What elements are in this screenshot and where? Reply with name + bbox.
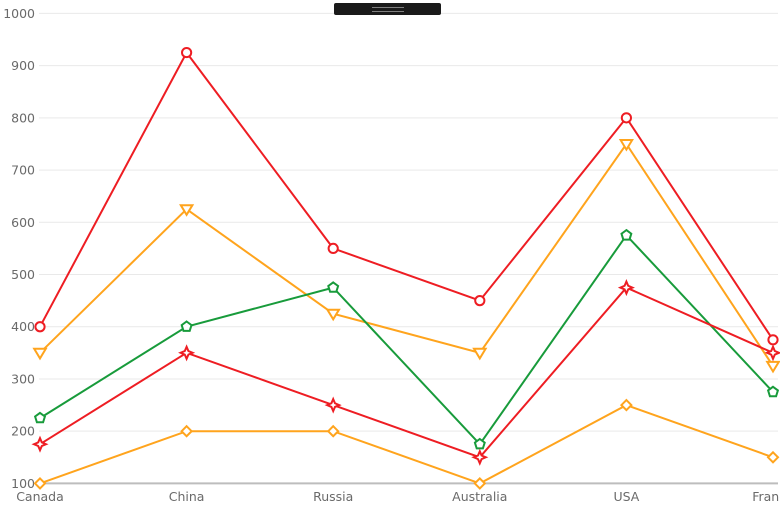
- data-point-triangle-down[interactable]: [472, 347, 488, 361]
- y-tick-label: 400: [11, 319, 35, 334]
- data-point-circle[interactable]: [474, 295, 486, 307]
- data-point-pentagon[interactable]: [180, 320, 193, 332]
- data-point-circle[interactable]: [181, 46, 193, 59]
- data-point-circle[interactable]: [327, 242, 339, 254]
- series-line-series-4-red-diamonds: [39, 286, 774, 459]
- data-point-circle[interactable]: [34, 321, 46, 333]
- data-point-pentagon[interactable]: [33, 411, 47, 424]
- y-tick-label: 300: [11, 371, 35, 386]
- data-point-circle[interactable]: [767, 334, 779, 346]
- series-line-series-5-orange-diamonds: [39, 404, 774, 485]
- data-point-circle[interactable]: [620, 112, 633, 124]
- data-point-pentagon[interactable]: [327, 281, 340, 293]
- data-point-diamond-star[interactable]: [324, 396, 342, 414]
- data-point-triangle-down[interactable]: [618, 139, 634, 152]
- y-tick-label: 900: [11, 58, 35, 73]
- y-tick-label: 1000: [3, 6, 35, 21]
- data-point-diamond-star[interactable]: [178, 344, 196, 362]
- data-point-triangle-down[interactable]: [32, 347, 48, 361]
- data-point-diamond[interactable]: [326, 424, 340, 438]
- data-point-diamond[interactable]: [33, 476, 47, 490]
- data-point-diamond[interactable]: [180, 424, 194, 438]
- y-tick-label: 100: [11, 476, 35, 491]
- data-point-diamond-star[interactable]: [617, 279, 635, 297]
- data-point-diamond[interactable]: [766, 450, 780, 464]
- y-tick-label: 800: [11, 110, 35, 125]
- data-point-pentagon[interactable]: [766, 385, 780, 398]
- grip-icon: [371, 7, 404, 12]
- x-tick-label: USA: [613, 489, 639, 504]
- data-point-diamond[interactable]: [473, 476, 487, 490]
- data-point-diamond-star[interactable]: [471, 448, 489, 466]
- y-tick-label: 700: [11, 163, 35, 178]
- drag-handle-bar[interactable]: [334, 3, 441, 15]
- x-tick-label: Canada: [16, 489, 64, 504]
- x-tick-label: Russia: [313, 489, 353, 504]
- data-point-triangle-down[interactable]: [325, 308, 341, 322]
- data-point-triangle-down[interactable]: [765, 360, 780, 374]
- data-point-diamond-star[interactable]: [31, 435, 49, 453]
- data-point-diamond-star[interactable]: [764, 344, 780, 362]
- x-tick-label: France: [752, 489, 780, 504]
- data-point-pentagon[interactable]: [620, 228, 633, 241]
- x-tick-label: China: [169, 489, 205, 504]
- data-point-triangle-down[interactable]: [179, 204, 195, 217]
- y-tick-label: 200: [11, 424, 35, 439]
- data-point-diamond[interactable]: [619, 398, 633, 412]
- series-line-series-1-red-circles: [39, 50, 774, 341]
- y-tick-label: 500: [11, 267, 35, 282]
- series-line-series-3-green-pentagons: [39, 233, 774, 446]
- y-tick-label: 600: [11, 215, 35, 230]
- data-point-pentagon[interactable]: [473, 437, 486, 450]
- series-line-series-2-orange-triangles: [39, 142, 774, 367]
- x-tick-label: Australia: [452, 489, 507, 504]
